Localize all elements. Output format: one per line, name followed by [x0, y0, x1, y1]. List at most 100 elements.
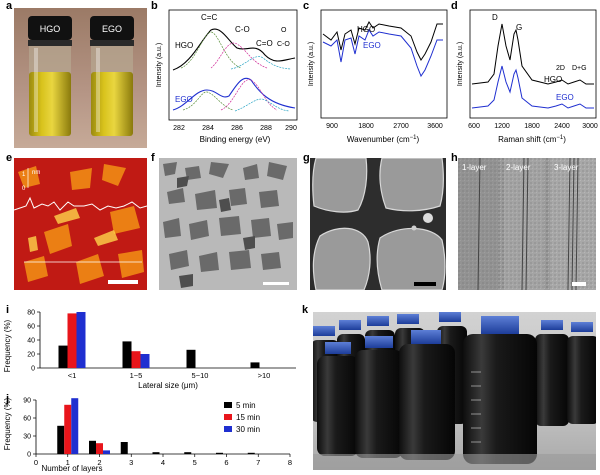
- legend-label: 5 min: [236, 401, 256, 410]
- bottles-photo: [313, 312, 596, 470]
- ego-fit-co: [220, 79, 278, 111]
- chart-j-xtick-label: 3: [129, 458, 133, 467]
- raman-tick-1200: 1200: [494, 123, 510, 130]
- vial-label-ego: EGO: [102, 24, 122, 34]
- chart-i-xtick-label: 5−10: [192, 371, 209, 380]
- chart-i-bar: [186, 349, 196, 368]
- tem-grid-hole: [312, 227, 371, 290]
- legend-label: 15 min: [236, 413, 260, 422]
- chart-i-bar: [122, 341, 132, 368]
- tem-particle: [411, 225, 417, 231]
- chart-i-ytick-label: 80: [27, 310, 35, 317]
- xps-tick-286: 286: [231, 125, 243, 132]
- ego-raman-curve: [471, 65, 594, 109]
- xps-xlabel: Binding energy (eV): [200, 135, 271, 144]
- ftir-tick-3600: 3600: [427, 123, 443, 130]
- vial-hgo: [28, 16, 72, 136]
- chart-i-bar: [250, 362, 260, 368]
- panel-letter-i: i: [6, 304, 10, 316]
- peak-label-cc: C=C: [201, 13, 217, 22]
- chart-i-xtick-label: >10: [258, 371, 271, 380]
- chart-j-xtick-label: 0: [34, 458, 38, 467]
- chart-j-ytick-label: 90: [23, 398, 31, 405]
- panel-letter-d: d: [451, 0, 458, 12]
- chart-i-xtick-label: <1: [68, 371, 77, 380]
- afm-scale-0: 0: [22, 186, 26, 192]
- ftir-tick-1800: 1800: [358, 123, 374, 130]
- chart-j-bar: [120, 442, 128, 454]
- raman-label-ego: EGO: [556, 93, 574, 102]
- panel-letter-j: j: [6, 393, 10, 405]
- chart-i-ylabel: Frequency (%): [3, 319, 12, 372]
- plot-frame: [168, 9, 298, 121]
- vial-label-hgo: HGO: [40, 24, 61, 34]
- layer-label-2: 2-layer: [506, 163, 531, 172]
- raman-peak-dg: D+G: [572, 65, 587, 72]
- sem-flakes-image: [159, 158, 297, 290]
- chart-j-bar: [103, 450, 110, 454]
- panel-letter-b: b: [151, 0, 158, 12]
- chart-j-ylabel: Frequency (%): [3, 397, 12, 450]
- legend-swatch: [224, 402, 232, 408]
- chart-i-bar: [58, 345, 68, 368]
- hgo-fit-co: [210, 42, 268, 69]
- hgo-fit-cc: [180, 31, 242, 69]
- lateral-size-chart: Frequency (%) Lateral size (μm) 0 20 40 60 8…: [3, 310, 296, 390]
- plot-frame: [469, 9, 597, 119]
- bottle-front-row: [317, 316, 537, 464]
- xps-plot: HGO EGO C=C C-O C=O O C-O 282 284 286 28…: [156, 9, 298, 144]
- panel-letter-c: c: [303, 0, 310, 12]
- chart-j-bar: [152, 452, 160, 454]
- chart-j-bar: [89, 440, 96, 454]
- tem-particle: [423, 213, 433, 223]
- peak-label-c-eq-o: C=O: [256, 39, 273, 48]
- chart-j-ytick-label: 30: [23, 434, 31, 441]
- ego-fit-c-o: [234, 98, 290, 112]
- chart-j-ytick-label: 0: [27, 452, 31, 459]
- chart-j-xtick-label: 2: [97, 458, 101, 467]
- sem-scale-bar: [263, 282, 289, 285]
- chart-j-ytick-label: 60: [23, 416, 31, 423]
- chart-i-bar: [67, 313, 77, 368]
- chart-j-xtick-label: 1: [66, 458, 70, 467]
- edge-line-1: [477, 158, 481, 290]
- chart-j-bar: [216, 452, 223, 454]
- chart-i-ytick-label: 60: [27, 324, 35, 331]
- xps-ylabel: Intensity (a.u.): [156, 43, 163, 87]
- tem-image: [310, 158, 446, 290]
- vial-ego: [90, 16, 134, 136]
- hgo-ftir-curve: [322, 21, 443, 61]
- chart-i-xtick-label: 1−5: [130, 371, 143, 380]
- panel-letter-a: a: [6, 0, 13, 12]
- plot-frame: [320, 9, 448, 119]
- chart-j-xlabel: Number of layers: [42, 464, 103, 473]
- layers-chart: Frequency (%) Number of layers 0 30 60 90 0 1…: [3, 397, 292, 473]
- raman-tick-1800: 1800: [524, 123, 540, 130]
- peak-label-co: C-O: [235, 25, 250, 34]
- ftir-label-ego: EGO: [363, 41, 381, 50]
- chart-j-bar: [57, 425, 65, 454]
- xps-tick-284: 284: [202, 125, 214, 132]
- hgo-raman-curve: [471, 23, 594, 85]
- raman-tick-600: 600: [468, 123, 480, 130]
- chart-i-bar: [140, 354, 150, 368]
- raman-peak-d: D: [492, 13, 498, 22]
- hrtem-image: 1-layer 2-layer 3-layer: [458, 158, 596, 290]
- chart-j-bar: [184, 452, 192, 454]
- raman-tick-2400: 2400: [554, 123, 570, 130]
- xps-tick-288: 288: [260, 125, 272, 132]
- legend-swatch: [224, 426, 232, 432]
- chart-i-ytick-label: 0: [31, 366, 35, 373]
- raman-xlabel: Raman shift (cm−1): [498, 135, 566, 144]
- legend-label: 30 min: [236, 425, 260, 434]
- raman-plot: D G 2D D+G HGO EGO 600 1200 1800 2400 30…: [457, 9, 598, 144]
- afm-scale-1: 1: [22, 172, 26, 178]
- chart-j-xtick-label: 7: [256, 458, 260, 467]
- raman-tick-3000: 3000: [582, 123, 598, 130]
- peak-label-coo: C-O: [277, 41, 290, 48]
- panel-letter-e: e: [6, 152, 13, 164]
- hrtem-scale-bar: [572, 282, 586, 286]
- raman-peak-g: G: [516, 23, 522, 32]
- ftir-ylabel: Intensity (a.u.): [308, 42, 315, 86]
- chart-j-bar: [71, 398, 79, 454]
